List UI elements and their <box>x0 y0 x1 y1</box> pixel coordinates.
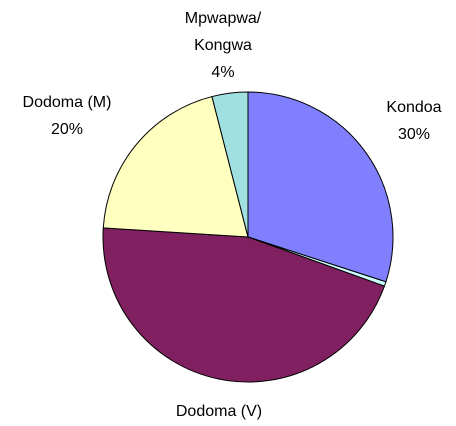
percent-label: 20% <box>50 121 84 138</box>
pie-slice <box>102 95 249 238</box>
slice-label: Mpwapwa/ Kongwa 4% <box>185 5 261 86</box>
category-label: Mpwapwa/ Kongwa <box>184 10 262 54</box>
percent-label: 30% <box>397 126 431 143</box>
category-label: Kondoa <box>386 99 442 116</box>
slice-label: Kondoa 30% <box>386 94 441 148</box>
slice-label: Dodoma (M) 20% <box>23 89 112 143</box>
pie-slice <box>211 91 249 238</box>
percent-label: 4% <box>211 64 235 81</box>
category-label: Dodoma (M) <box>22 94 112 111</box>
slice-label: Dodoma (V) <box>176 398 262 425</box>
pie-slice <box>102 227 386 383</box>
pie-slice <box>247 91 394 283</box>
category-label: Dodoma (V) <box>175 403 263 420</box>
